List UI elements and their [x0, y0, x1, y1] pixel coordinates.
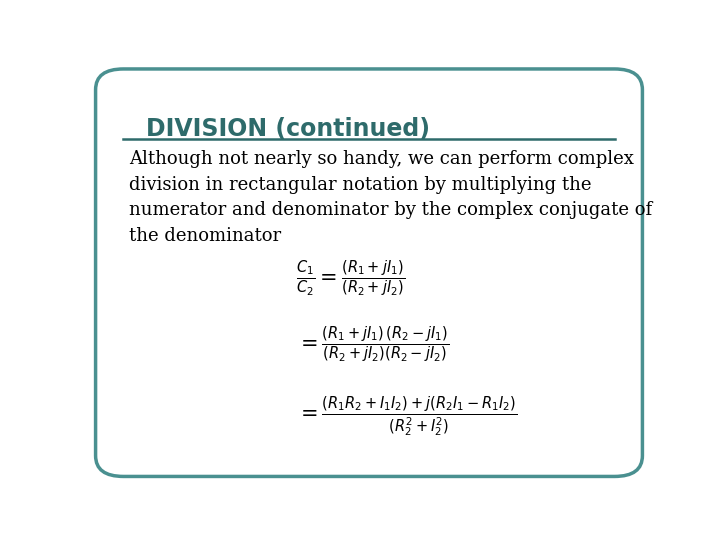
Text: $= \frac{(R_1 R_2 + I_1 I_2) + j(R_2 I_1 - R_1 I_2)}{(R_2^{2} + I_2^{2})}$: $= \frac{(R_1 R_2 + I_1 I_2) + j(R_2 I_1…	[297, 395, 518, 440]
Text: DIVISION (continued): DIVISION (continued)	[145, 117, 430, 141]
Text: Although not nearly so handy, we can perform complex
division in rectangular not: Although not nearly so handy, we can per…	[129, 150, 652, 245]
Text: $\frac{C_1}{C_2} = \frac{(R_1 + jI_1)}{(R_2 + jI_2)}$: $\frac{C_1}{C_2} = \frac{(R_1 + jI_1)}{(…	[297, 258, 405, 299]
Text: $= \frac{(R_1 + jI_1)\,(R_2 - jI_1)}{(R_2 + jI_2)(R_2 - jI_2)}$: $= \frac{(R_1 + jI_1)\,(R_2 - jI_1)}{(R_…	[297, 325, 450, 365]
FancyBboxPatch shape	[96, 69, 642, 476]
